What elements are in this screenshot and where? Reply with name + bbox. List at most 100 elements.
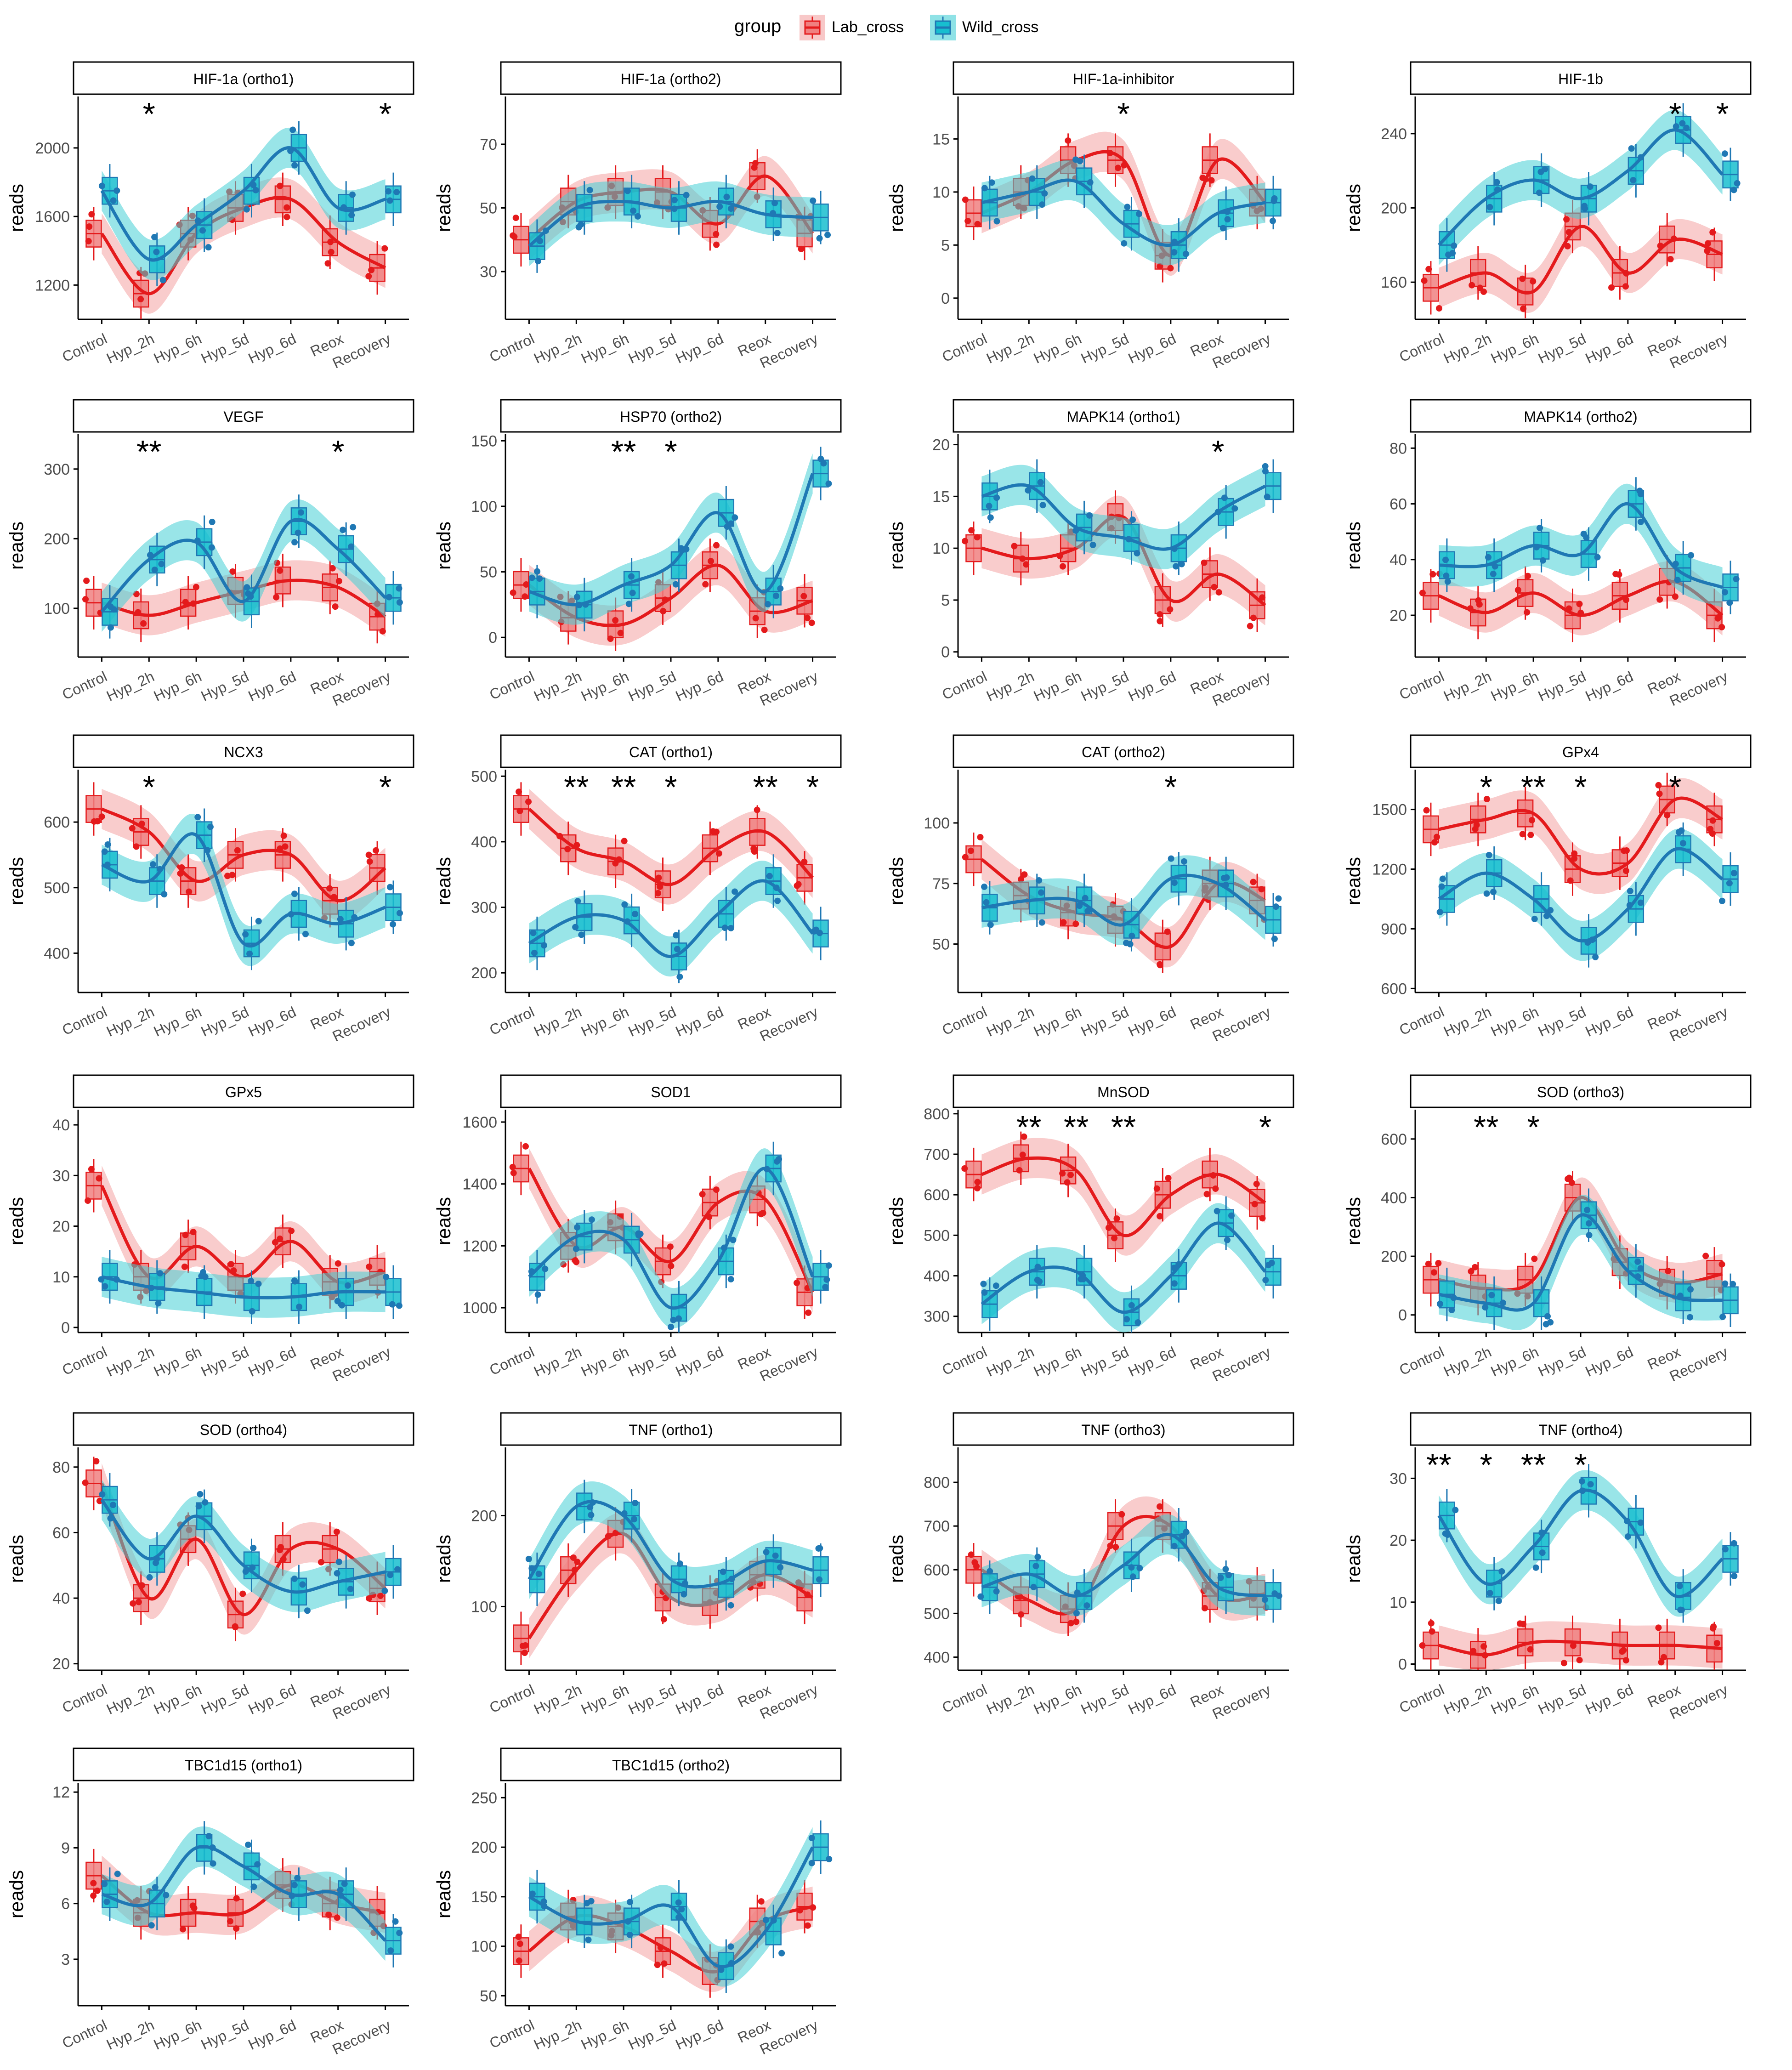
data-point (1202, 1605, 1208, 1611)
data-point (1083, 1602, 1090, 1609)
y-axis-label: reads (433, 184, 454, 232)
data-point (1608, 284, 1615, 291)
data-point (1219, 225, 1226, 232)
panel-title: CAT (ortho2) (1082, 744, 1165, 760)
data-point (588, 1216, 595, 1223)
data-point (720, 1568, 726, 1575)
data-point (980, 1281, 987, 1287)
data-point (574, 1559, 581, 1565)
x-tick-label: Hyp_6h (578, 330, 631, 367)
data-point (249, 1308, 255, 1315)
significance-marker: * (1117, 96, 1129, 132)
panel-4: HIF-1b160200240readsControlHyp_2hHyp_6hH… (1343, 61, 1752, 371)
y-tick-label: 15 (932, 130, 950, 148)
data-point (762, 1917, 769, 1923)
panel-strip (500, 1412, 842, 1446)
data-point (350, 524, 357, 531)
data-point (988, 179, 995, 186)
data-point (570, 1554, 577, 1561)
panel-strip (1410, 1412, 1752, 1446)
x-tick-label: Hyp_2h (984, 1004, 1037, 1040)
x-tick-label: Control (487, 330, 537, 365)
panel-title: SOD (ortho4) (200, 1422, 287, 1438)
trend-line (981, 873, 1266, 927)
boxplot (1262, 1245, 1282, 1299)
series-wild-cross (528, 1141, 832, 1333)
data-point (294, 1875, 301, 1882)
data-point (1571, 855, 1578, 862)
panel-title: GPx4 (1562, 744, 1599, 760)
data-point (629, 590, 636, 596)
significance-marker: ** (1064, 1109, 1089, 1145)
y-tick-label: 1000 (462, 1299, 497, 1317)
trend-line (528, 1167, 814, 1310)
data-point (1718, 1261, 1725, 1268)
y-tick-label: 1200 (35, 277, 70, 294)
boxplot (146, 1532, 165, 1586)
data-point (727, 1276, 734, 1283)
x-tick-label: Control (940, 1681, 990, 1716)
data-point (1029, 175, 1036, 182)
significance-marker: ** (1426, 1447, 1451, 1483)
y-tick-label: 200 (1381, 200, 1407, 217)
data-point (1731, 1573, 1738, 1580)
data-point (1683, 125, 1690, 131)
data-point (205, 1833, 212, 1840)
x-tick-label: Hyp_6d (1583, 1344, 1636, 1380)
data-point (1490, 571, 1497, 578)
data-point (1622, 283, 1629, 290)
data-point (365, 273, 372, 280)
data-point (1073, 1610, 1080, 1616)
y-tick-label: 400 (1381, 1189, 1407, 1207)
data-point (1445, 251, 1452, 258)
x-tick-label: Hyp_5d (1536, 1344, 1588, 1380)
data-point (763, 1548, 770, 1555)
boxplot (812, 1250, 832, 1304)
data-point (1129, 1573, 1136, 1580)
data-point (1443, 573, 1450, 579)
data-point (1436, 909, 1443, 916)
panel-5: VEGF100200300readsControlHyp_2hHyp_6hHyp… (6, 399, 414, 709)
y-tick-label: 10 (932, 184, 950, 201)
data-point (1136, 1565, 1143, 1571)
data-point (1065, 137, 1072, 144)
data-point (1224, 1236, 1231, 1243)
confidence-ribbon (529, 1481, 813, 1607)
y-tick-label: 1200 (462, 1237, 497, 1255)
x-tick-label: Hyp_2h (104, 330, 157, 367)
data-point (90, 1880, 97, 1887)
legend-label: Wild_cross (962, 18, 1038, 36)
data-point (1656, 596, 1663, 603)
data-point (255, 1281, 262, 1287)
data-point (992, 1282, 999, 1289)
data-point (233, 1895, 240, 1902)
data-point (815, 1545, 822, 1552)
data-point (1129, 516, 1136, 523)
data-point (794, 882, 800, 889)
y-tick-label: 3 (61, 1951, 70, 1968)
data-point (390, 921, 397, 928)
data-point (1111, 1235, 1118, 1242)
confidence-ribbon (529, 788, 813, 905)
data-point (968, 527, 975, 534)
y-axis-label: reads (6, 857, 27, 905)
panel-title: NCX3 (224, 744, 263, 760)
panel-9: NCX3400500600readsControlHyp_2hHyp_6hHyp… (6, 734, 414, 1044)
y-tick-label: 1500 (1372, 801, 1407, 819)
data-point (284, 214, 290, 221)
data-point (525, 798, 532, 805)
data-point (86, 223, 93, 230)
data-point (1118, 1511, 1125, 1518)
x-tick-label: Hyp_5d (1078, 330, 1131, 367)
data-point (295, 529, 301, 536)
x-tick-label: Hyp_5d (198, 330, 251, 367)
data-point (1448, 1307, 1455, 1314)
data-point (1531, 915, 1538, 922)
data-point (1730, 1540, 1737, 1547)
y-axis-label: reads (433, 522, 454, 570)
y-tick-label: 5 (941, 592, 950, 609)
data-point (621, 901, 628, 908)
data-point (1087, 179, 1094, 186)
data-point (732, 514, 738, 521)
data-point (1628, 145, 1635, 152)
